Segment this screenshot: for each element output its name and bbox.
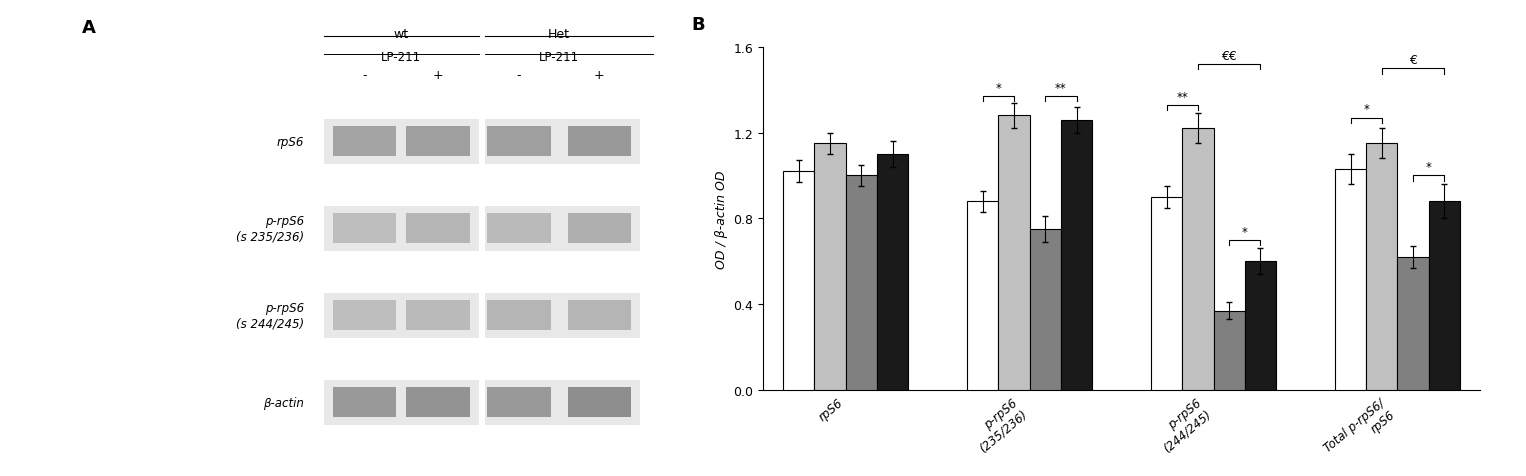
Bar bbox=[487, 301, 551, 330]
Text: B: B bbox=[691, 16, 705, 34]
Text: -: - bbox=[517, 69, 520, 82]
Bar bbox=[333, 301, 397, 330]
Bar bbox=[568, 214, 632, 244]
Bar bbox=[406, 214, 470, 244]
Text: LP-211: LP-211 bbox=[382, 50, 421, 64]
Text: A: A bbox=[82, 19, 96, 37]
Text: LP-211: LP-211 bbox=[539, 50, 580, 64]
Bar bbox=[406, 127, 470, 157]
Bar bbox=[1183, 129, 1213, 390]
Bar bbox=[568, 127, 632, 157]
Bar bbox=[333, 214, 397, 244]
Bar bbox=[487, 387, 551, 417]
Bar bbox=[783, 172, 815, 390]
Bar bbox=[324, 120, 479, 164]
Bar bbox=[487, 214, 551, 244]
Bar bbox=[1151, 198, 1183, 390]
Bar bbox=[967, 202, 998, 390]
Text: €: € bbox=[1408, 54, 1418, 67]
Bar bbox=[1245, 262, 1276, 390]
Text: +: + bbox=[433, 69, 444, 82]
Bar bbox=[324, 207, 479, 251]
Bar bbox=[845, 176, 877, 390]
Bar bbox=[1061, 120, 1093, 390]
Bar bbox=[485, 207, 639, 251]
Text: Het: Het bbox=[548, 28, 571, 41]
Bar bbox=[487, 127, 551, 157]
Text: *: * bbox=[1363, 103, 1369, 116]
Bar bbox=[568, 301, 632, 330]
Bar bbox=[485, 293, 639, 338]
Bar bbox=[568, 387, 632, 417]
Bar bbox=[333, 387, 397, 417]
Text: wt: wt bbox=[394, 28, 409, 41]
Bar bbox=[333, 127, 397, 157]
Bar bbox=[406, 301, 470, 330]
Text: *: * bbox=[1425, 161, 1431, 174]
Bar bbox=[324, 380, 479, 425]
Bar bbox=[1366, 144, 1398, 390]
Bar bbox=[324, 293, 479, 338]
Text: p-rpS6
(s 235/236): p-rpS6 (s 235/236) bbox=[237, 215, 304, 243]
Bar bbox=[485, 120, 639, 164]
Text: p-rpS6
(s 244/245): p-rpS6 (s 244/245) bbox=[237, 302, 304, 330]
Text: *: * bbox=[1242, 225, 1248, 238]
Bar bbox=[815, 144, 845, 390]
Bar bbox=[1213, 311, 1245, 390]
Bar bbox=[877, 155, 908, 390]
Text: €€: €€ bbox=[1221, 50, 1238, 62]
Bar bbox=[406, 387, 470, 417]
Bar bbox=[1428, 202, 1460, 390]
Bar bbox=[485, 380, 639, 425]
Y-axis label: OD / β-actin OD: OD / β-actin OD bbox=[714, 170, 728, 268]
Text: β-actin: β-actin bbox=[262, 396, 304, 409]
Text: *: * bbox=[995, 82, 1001, 95]
Text: rpS6: rpS6 bbox=[276, 136, 304, 149]
Bar bbox=[1398, 258, 1428, 390]
Bar bbox=[1335, 170, 1366, 390]
Text: -: - bbox=[362, 69, 366, 82]
Text: +: + bbox=[594, 69, 604, 82]
Text: **: ** bbox=[1054, 82, 1067, 95]
Bar bbox=[998, 116, 1030, 390]
Text: **: ** bbox=[1177, 90, 1189, 103]
Bar bbox=[1030, 230, 1061, 390]
